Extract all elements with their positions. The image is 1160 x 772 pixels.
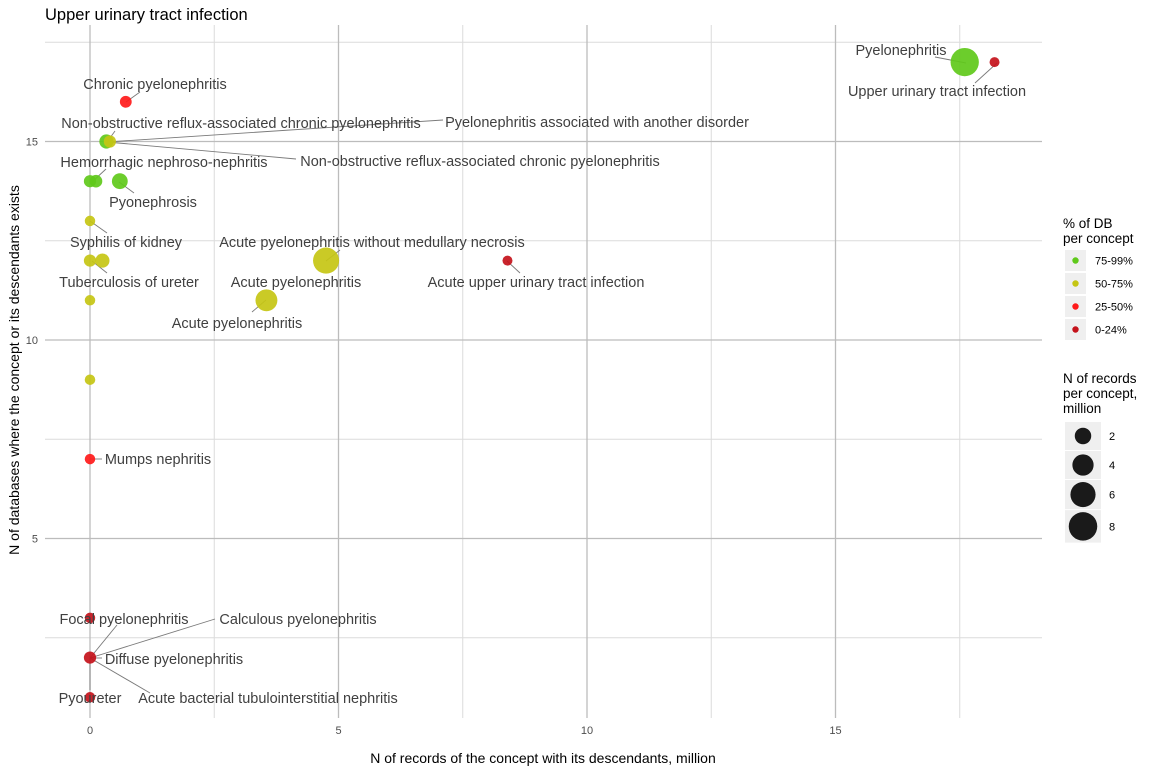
label-connector [89, 624, 118, 659]
data-point [89, 174, 103, 188]
data-point [83, 254, 97, 267]
point-label: Acute pyelonephritis [172, 316, 303, 332]
y-tick-label: 5 [32, 534, 38, 546]
legend-size-circle [1072, 454, 1094, 476]
point-label: Pyoureter [59, 691, 122, 707]
point-label: Non-obstructive reflux-associated chroni… [300, 154, 659, 170]
legend-color-label: 50-75% [1095, 279, 1133, 291]
data-point [95, 253, 110, 268]
legend-color-label: 75-99% [1095, 256, 1133, 268]
point-label: Upper urinary tract infection [848, 84, 1026, 100]
point-label: Focal pyelonephritis [60, 612, 189, 628]
legend-color-label: 0-24% [1095, 325, 1127, 337]
data-point [502, 255, 513, 266]
legend-size-label: 8 [1109, 521, 1115, 533]
data-point [84, 612, 96, 624]
point-label: Hemorrhagic nephroso-nephritis [60, 155, 267, 171]
x-tick-label: 15 [829, 725, 841, 737]
point-label: Acute pyelonephritis without medullary n… [219, 235, 524, 251]
point-label: Syphilis of kidney [70, 235, 183, 251]
point-label: Non-obstructive reflux-associated chroni… [61, 116, 420, 132]
data-point [83, 651, 97, 664]
x-tick-label: 0 [87, 725, 93, 737]
data-point [111, 173, 128, 190]
size-legend-title: N of records [1063, 371, 1137, 386]
point-label: Acute bacterial tubulointerstitial nephr… [138, 691, 398, 707]
data-point [84, 453, 96, 465]
axis-ticks: 0 5 10 15 5 10 15 [26, 137, 842, 738]
y-axis-label: N of databases where the concept or its … [6, 185, 22, 555]
point-label: Acute pyelonephritis [231, 275, 362, 291]
legend-color-swatch [1072, 280, 1079, 287]
legend-color-swatch [1072, 257, 1079, 264]
color-legend-title: per concept [1063, 231, 1134, 246]
point-label: Chronic pyelonephritis [83, 77, 226, 93]
data-point [119, 95, 132, 108]
x-tick-label: 10 [581, 725, 593, 737]
label-connector [106, 141, 297, 160]
data-point [313, 247, 340, 274]
color-legend-title: % of DB [1063, 216, 1113, 231]
point-label: Mumps nephritis [105, 452, 211, 468]
data-point [84, 692, 96, 703]
legend-color-label: 25-50% [1095, 302, 1133, 314]
point-label: Diffuse pyelonephritis [105, 652, 243, 668]
legend-color-swatch [1072, 326, 1079, 333]
data-point [84, 215, 96, 227]
point-label: Pyelonephritis associated with another d… [445, 115, 749, 131]
data-point [255, 289, 278, 312]
label-connector [89, 657, 151, 694]
size-legend-title: per concept, [1063, 386, 1137, 401]
x-axis-label: N of records of the concept with its des… [370, 750, 716, 766]
label-connector [106, 119, 444, 143]
y-tick-label: 15 [26, 137, 38, 149]
legend-size-label: 4 [1109, 460, 1115, 472]
label-connectors [89, 56, 998, 694]
point-labels: Pyelonephritis Upper urinary tract infect… [59, 43, 1026, 707]
legend-size-label: 6 [1109, 490, 1115, 502]
legend-size-label: 2 [1109, 431, 1115, 443]
size-legend-title: million [1063, 401, 1101, 416]
legend-size-circle [1074, 427, 1092, 445]
point-label: Pyelonephritis [855, 43, 946, 59]
data-point [103, 135, 117, 148]
data-point [84, 295, 96, 306]
legend-color-swatch [1072, 303, 1079, 310]
legend-size-circle [1070, 482, 1096, 508]
y-tick-label: 10 [26, 335, 38, 347]
data-point [989, 57, 1000, 68]
data-point [84, 374, 96, 385]
points [83, 47, 1000, 703]
label-connector [89, 618, 216, 659]
chart-title: Upper urinary tract infection [45, 6, 248, 24]
point-label: Acute upper urinary tract infection [428, 275, 645, 291]
point-label: Calculous pyelonephritis [219, 612, 376, 628]
legend-size-circle [1068, 512, 1098, 541]
point-label: Tuberculosis of ureter [59, 275, 199, 291]
data-point [950, 47, 979, 77]
point-label: Pyonephrosis [109, 195, 197, 211]
grid [45, 25, 1042, 718]
x-tick-label: 5 [335, 725, 341, 737]
